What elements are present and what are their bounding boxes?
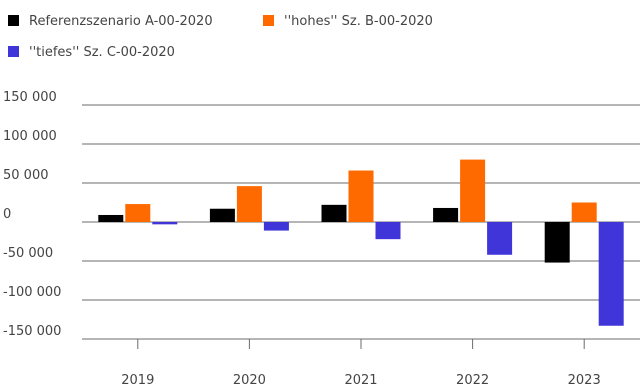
legend-label-2: ''hohes'' Sz. B-00-2020	[284, 14, 433, 29]
legend-swatch-2	[263, 15, 274, 26]
y-tick-label: -100 000	[3, 285, 61, 300]
bar-series3-2023	[598, 222, 624, 326]
x-axis-ticks: 2019 2020 2021 2022 2023	[121, 339, 601, 387]
x-tick-label: 2020	[233, 373, 266, 387]
bar-series3-2019	[152, 222, 178, 225]
bar-series2-2019	[125, 204, 151, 222]
chart-legend: Referenzszenario A-00-2020 ''hohes'' Sz. …	[8, 14, 433, 60]
legend-label-1: Referenzszenario A-00-2020	[29, 14, 213, 29]
x-tick-label: 2022	[456, 373, 489, 387]
x-tick-label: 2019	[121, 373, 154, 387]
y-tick-label: 0	[3, 207, 11, 222]
bar-series2-2021	[348, 170, 374, 222]
y-axis-tick-labels: 150 000 100 000 50 000 0 -50 000 -100 000 -150…	[3, 90, 61, 339]
chart-bars	[98, 159, 624, 326]
bar-series1-2021	[321, 204, 347, 222]
legend-swatch-1	[8, 15, 19, 26]
y-tick-label: 50 000	[3, 168, 49, 183]
bar-series1-2019	[98, 214, 124, 222]
bar-series2-2020	[236, 186, 262, 222]
bar-series3-2021	[375, 222, 401, 240]
y-tick-label: -150 000	[3, 324, 61, 339]
bar-series3-2022	[487, 222, 513, 255]
y-tick-label: 100 000	[3, 129, 57, 144]
bar-series2-2022	[460, 159, 486, 222]
bar-series2-2023	[571, 202, 597, 222]
bar-series3-2020	[263, 222, 289, 231]
x-tick-label: 2021	[344, 373, 377, 387]
y-tick-label: 150 000	[3, 90, 57, 105]
bar-series1-2023	[544, 222, 570, 263]
bar-series1-2022	[433, 207, 459, 222]
legend-swatch-3	[8, 46, 19, 57]
bar-series1-2020	[209, 208, 235, 222]
legend-label-3: ''tiefes'' Sz. C-00-2020	[29, 45, 175, 60]
y-tick-label: -50 000	[3, 246, 53, 261]
x-tick-label: 2023	[568, 373, 601, 387]
